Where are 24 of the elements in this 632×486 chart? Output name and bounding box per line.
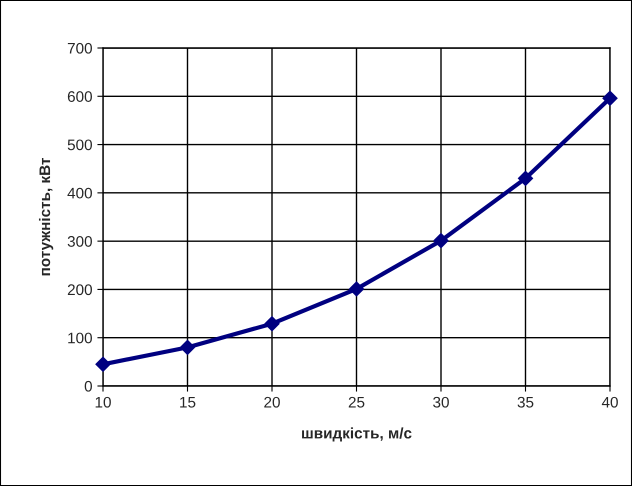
y-tick-label: 300 xyxy=(68,236,92,247)
x-tick-label: 40 xyxy=(602,396,618,408)
y-tick-label: 700 xyxy=(68,42,92,54)
y-tick-label: 400 xyxy=(67,188,92,199)
x-tick-label: 25 xyxy=(348,396,364,408)
y-axis-title: потужність, кВт xyxy=(38,158,54,276)
point xyxy=(602,90,618,106)
point xyxy=(180,340,196,355)
y-tick-label: 100 xyxy=(68,332,92,344)
x-tick-label: 35 xyxy=(518,396,534,408)
x-axis-title: швидкість, м/с xyxy=(302,427,412,442)
point xyxy=(348,281,364,297)
y-tick-label: 200 xyxy=(68,284,92,296)
x-tick-label: 15 xyxy=(180,396,196,408)
x-tick-label: 10 xyxy=(96,396,111,408)
y-tick-label: 500 xyxy=(68,139,92,150)
x-tick-label: 30 xyxy=(433,396,449,408)
y-tick-label: 0 xyxy=(84,380,92,392)
point xyxy=(433,233,449,248)
point xyxy=(95,356,111,372)
point xyxy=(264,316,280,332)
x-tick-label: 20 xyxy=(264,396,280,408)
y-tick-label: 600 xyxy=(68,91,92,102)
point xyxy=(518,170,534,186)
